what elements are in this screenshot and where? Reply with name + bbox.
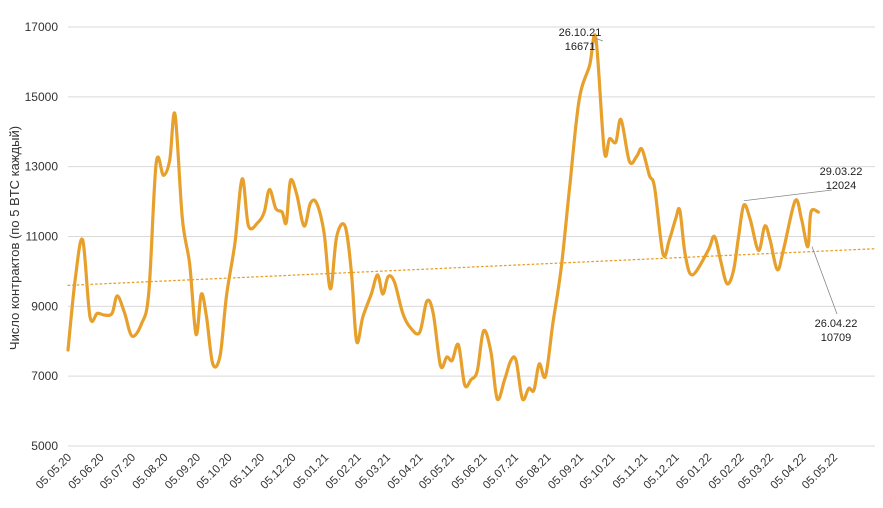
annotation-leader	[595, 38, 604, 42]
y-tick-label: 11000	[26, 230, 59, 244]
y-tick-label: 15000	[25, 90, 59, 104]
annotation-date-label: 29.03.22	[820, 166, 863, 178]
annotation-date-label: 26.04.22	[815, 318, 858, 330]
annotation-value-label: 12024	[826, 180, 857, 192]
annotation-value-label: 16671	[565, 41, 596, 53]
y-tick-label: 7000	[31, 369, 58, 383]
x-axis-ticks: 05.05.2005.06.2005.07.2005.08.2005.09.20…	[34, 452, 840, 492]
y-tick-label: 13000	[25, 160, 59, 174]
series-line	[66, 33, 820, 402]
gridlines	[68, 26, 875, 447]
y-tick-label: 17000	[25, 20, 59, 34]
y-axis-ticks: 5000 7000 9000 11000 13000 15000 17000	[25, 20, 59, 453]
annotation-leader	[743, 189, 833, 202]
annotation-date-label: 26.10.21	[559, 27, 602, 39]
annotations: 26.10.21 16671 29.03.22 12024 26.04.22 10709	[559, 27, 863, 344]
annotation-value-label: 10709	[821, 332, 852, 344]
y-tick-label: 5000	[31, 439, 58, 453]
y-tick-label: 9000	[31, 299, 58, 313]
y-axis-label: Число контрактов (по 5 BTC каждый)	[7, 126, 22, 350]
trendline	[67, 248, 876, 287]
annotation-leader	[811, 246, 838, 315]
